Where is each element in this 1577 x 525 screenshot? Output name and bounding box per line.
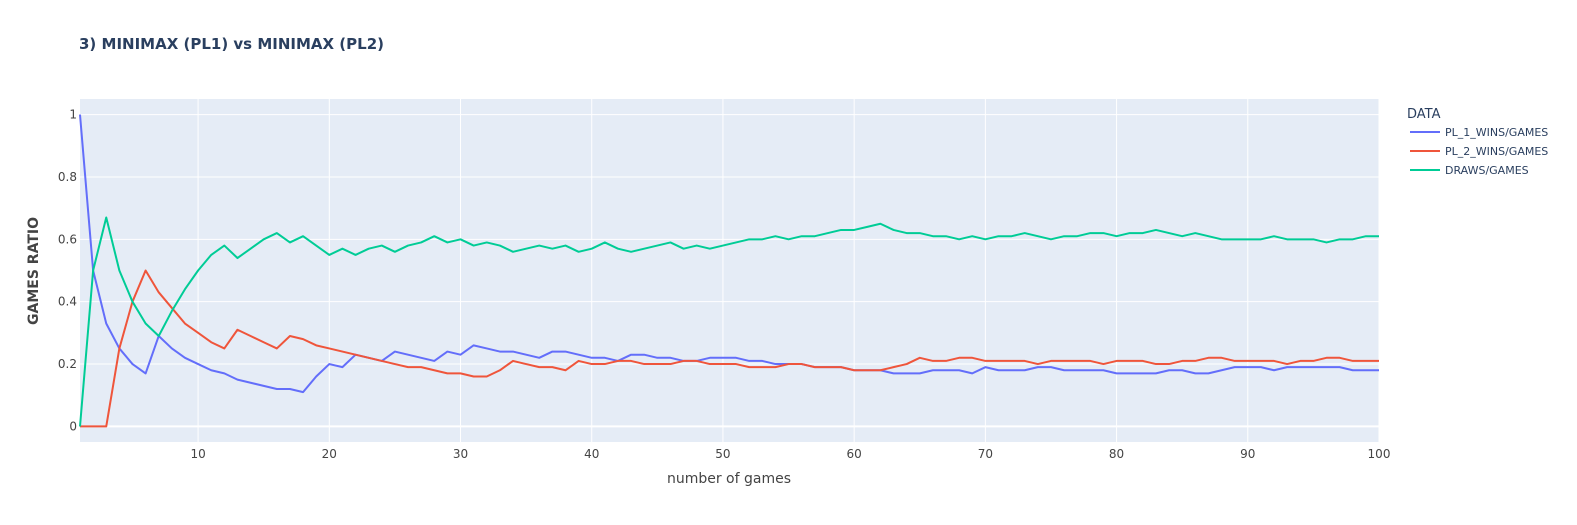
x-tick-label: 90	[1240, 447, 1255, 461]
x-tick-label: 40	[584, 447, 599, 461]
x-tick-label: 70	[978, 447, 993, 461]
x-tick-label: 20	[322, 447, 337, 461]
legend-item[interactable]: PL_1_WINS/GAMES	[1410, 126, 1548, 139]
chart-title: 3) MINIMAX (PL1) vs MINIMAX (PL2)	[79, 35, 384, 53]
x-tick-label: 30	[453, 447, 468, 461]
x-axis-title: number of games	[667, 471, 791, 487]
legend-title: DATA	[1407, 107, 1441, 122]
y-tick-label: 1	[69, 108, 77, 122]
legend: DATA PL_1_WINS/GAMES PL_2_WINS/GAMES DRAWS…	[1407, 107, 1548, 177]
series-line-draws-games	[79, 216, 1379, 427]
y-tick-label: 0.8	[58, 170, 77, 184]
y-axis-title: GAMES RATIO	[26, 217, 42, 325]
legend-items: PL_1_WINS/GAMES PL_2_WINS/GAMES DRAWS/GAME…	[1410, 126, 1548, 177]
y-tick-label: 0.4	[58, 295, 77, 309]
series-line-pl-1-wins-games	[79, 114, 1379, 394]
legend-item[interactable]: PL_2_WINS/GAMES	[1410, 145, 1548, 158]
x-axis-ticks: 10 20 30 40 50 60 70 80 90 100	[190, 447, 1390, 461]
plot-area	[80, 99, 1379, 442]
y-axis-ticks: 0 0.2 0.4 0.6 0.8 1	[58, 108, 77, 434]
x-tick-label: 100	[1368, 447, 1391, 461]
y-tick-label: 0	[69, 419, 77, 433]
series-lines	[79, 114, 1379, 428]
x-tick-label: 80	[1109, 447, 1124, 461]
legend-item[interactable]: DRAWS/GAMES	[1410, 164, 1529, 177]
y-tick-label: 0.6	[58, 232, 77, 246]
legend-label: DRAWS/GAMES	[1445, 164, 1529, 177]
legend-label: PL_1_WINS/GAMES	[1445, 126, 1548, 139]
x-gridlines	[197, 99, 1380, 442]
x-tick-label: 50	[715, 447, 730, 461]
y-tick-label: 0.2	[58, 357, 77, 371]
x-tick-label: 10	[190, 447, 205, 461]
x-tick-label: 60	[847, 447, 862, 461]
legend-label: PL_2_WINS/GAMES	[1445, 145, 1548, 158]
series-line-pl-2-wins-games	[80, 269, 1379, 428]
